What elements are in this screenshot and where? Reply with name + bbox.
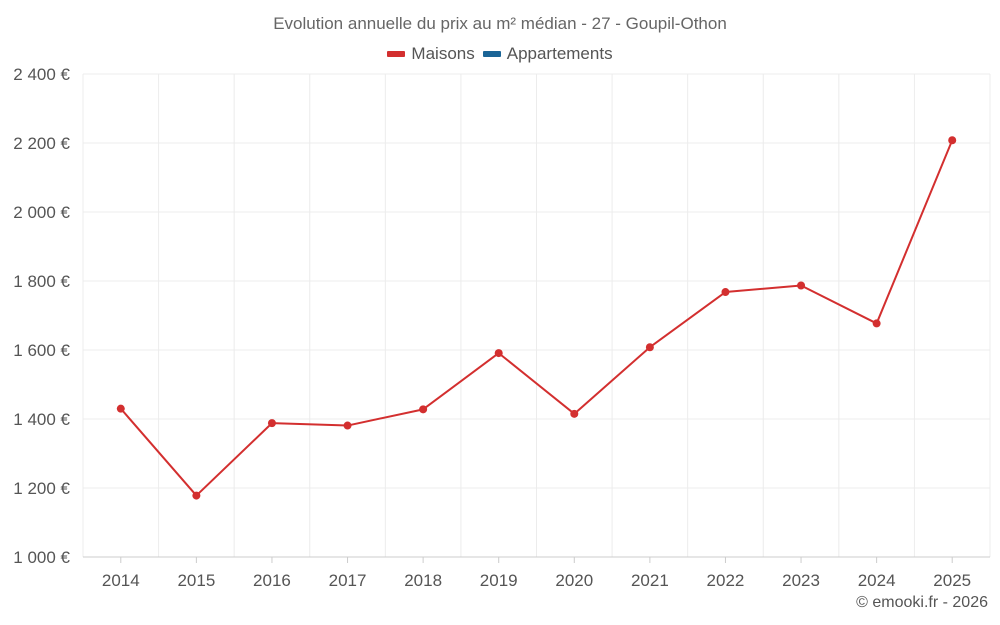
y-tick-label: 2 000 € [13, 203, 70, 222]
x-tick-label: 2025 [933, 571, 971, 590]
x-tick-label: 2018 [404, 571, 442, 590]
x-tick-label: 2016 [253, 571, 291, 590]
y-tick-label: 2 200 € [13, 134, 70, 153]
x-tick-label: 2021 [631, 571, 669, 590]
data-point [494, 349, 503, 358]
x-tick-label: 2020 [555, 571, 593, 590]
legend-swatch-appartements [482, 51, 501, 57]
data-point [343, 421, 352, 430]
legend-swatch-maisons [387, 51, 406, 57]
data-point [267, 419, 276, 428]
x-tick-label: 2022 [707, 571, 745, 590]
data-point [872, 319, 881, 328]
legend: Maisons Appartements [0, 44, 1000, 64]
data-point [192, 491, 201, 500]
legend-item-maisons[interactable]: Maisons [387, 44, 475, 64]
y-tick-label: 1 600 € [13, 341, 70, 360]
x-tick-label: 2015 [177, 571, 215, 590]
credit-text: © emooki.fr - 2026 [856, 594, 988, 611]
data-point [645, 343, 654, 352]
y-tick-label: 2 400 € [13, 65, 70, 84]
data-point [419, 405, 428, 414]
x-tick-label: 2023 [782, 571, 820, 590]
data-point [797, 281, 806, 290]
x-tick-label: 2017 [329, 571, 367, 590]
legend-label-appartements: Appartements [506, 44, 613, 63]
y-tick-label: 1 000 € [13, 548, 70, 567]
series-line-maisons [120, 139, 954, 497]
legend-label-maisons: Maisons [411, 44, 475, 63]
data-point [721, 288, 730, 297]
y-tick-label: 1 400 € [13, 410, 70, 429]
y-tick-label: 1 200 € [13, 479, 70, 498]
legend-item-appartements[interactable]: Appartements [482, 44, 613, 64]
y-tick-label: 1 800 € [13, 272, 70, 291]
x-tick-label: 2014 [102, 571, 140, 590]
x-tick-label: 2019 [480, 571, 518, 590]
x-tick-label: 2024 [858, 571, 896, 590]
chart-title: Evolution annuelle du prix au m² médian … [273, 14, 727, 33]
data-point [948, 136, 957, 145]
data-point [570, 409, 579, 418]
data-point [116, 404, 125, 413]
